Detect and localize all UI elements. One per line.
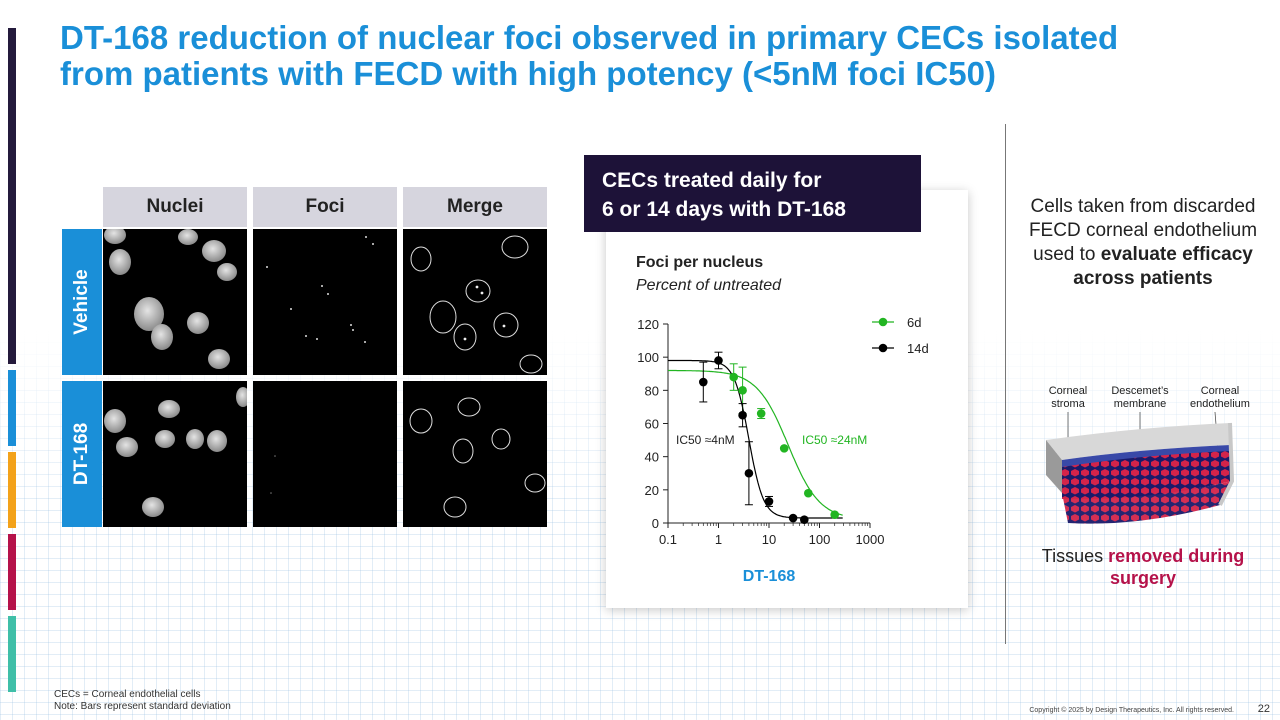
label-corneal-endothelium: Corneal endothelium <box>1184 385 1256 411</box>
fit-curve-14d <box>668 359 843 519</box>
side-bar-orange <box>8 452 16 528</box>
image-vehicle-foci <box>253 229 397 375</box>
column-header-nuclei: Nuclei <box>103 187 247 227</box>
data-point-14d <box>788 513 798 523</box>
data-point-14d <box>738 410 747 420</box>
dose-response-chart: 0 20 40 60 80 100 120 0.1 1 10 100 1000 6d 14d IC50 ≈4… <box>637 315 929 547</box>
data-point-14d <box>714 356 723 365</box>
page-number: 22 <box>1257 703 1270 715</box>
side-bar-teal <box>8 616 16 692</box>
data-point-14d <box>799 515 809 524</box>
footnotes: CECs = Corneal endothelial cells Note: B… <box>54 689 231 713</box>
copyright: Copyright © 2025 by Design Therapeutics,… <box>1029 707 1234 714</box>
legend-label-6d: 6d <box>907 315 921 330</box>
title-line-1: DT-168 reduction of nuclear foci observe… <box>60 19 1119 56</box>
right-panel-text: Cells taken from discarded FECD corneal … <box>1018 195 1268 291</box>
label-descemet-line1: Descemet’s <box>1111 385 1169 397</box>
side-bar-navy <box>8 28 16 364</box>
y-tick-label: 0 <box>652 516 659 531</box>
data-point-6d <box>738 386 747 395</box>
side-bar-blue <box>8 370 16 446</box>
image-dt168-foci <box>253 381 397 527</box>
label-descemets-membrane: Descemet’s membrane <box>1104 385 1176 411</box>
right-text-plain: Cells taken from discarded FECD corneal … <box>1028 196 1258 265</box>
chart-subtitle: Percent of untreated <box>636 277 781 294</box>
y-tick-label: 100 <box>637 350 659 365</box>
y-tick-label: 20 <box>645 483 659 498</box>
cornea-tissue-illustration <box>1046 411 1235 524</box>
banner-line-1: CECs treated daily for <box>602 169 822 192</box>
caption-red: removed during surgery <box>1108 546 1245 588</box>
data-point-14d <box>698 377 708 387</box>
vertical-divider <box>1005 124 1006 644</box>
label-stroma-line2: stroma <box>1051 398 1085 410</box>
annotation-ic50-6d: IC50 ≈24nM <box>802 433 867 447</box>
tissue-caption: Tissues removed during surgery <box>1030 545 1256 589</box>
x-tick-label: 0.1 <box>659 532 677 547</box>
data-point-6d <box>779 444 789 453</box>
label-stroma-line1: Corneal <box>1048 385 1088 397</box>
row-header-vehicle: Vehicle <box>62 229 102 375</box>
footnote-1: CECs = Corneal endothelial cells <box>54 689 201 700</box>
legend-marker-6d <box>878 317 888 327</box>
right-text-bold: evaluate efficacy across patients <box>1073 244 1253 289</box>
data-point-6d <box>803 488 813 498</box>
column-header-merge: Merge <box>403 187 547 227</box>
footnote-2: Note: Bars represent standard deviation <box>54 701 231 712</box>
annotation-ic50-14d: IC50 ≈4nM <box>676 433 735 447</box>
side-bar-red <box>8 534 16 610</box>
banner-line-2: 6 or 14 days with DT-168 <box>602 198 846 221</box>
x-axis-label: DT-168 <box>606 568 932 586</box>
x-tick-label: 1 <box>715 532 722 547</box>
data-point-14d <box>744 468 754 478</box>
y-tick-label: 80 <box>645 383 659 398</box>
y-tick-label: 60 <box>645 417 659 432</box>
label-endo-line1: Corneal <box>1200 385 1240 397</box>
data-point-14d <box>764 497 774 506</box>
x-tick-label: 100 <box>809 532 831 547</box>
legend-marker-14d <box>878 343 888 353</box>
row-label-vehicle: Vehicle <box>71 269 92 335</box>
data-point-6d <box>729 372 739 382</box>
row-label-dt168: DT-168 <box>71 422 92 486</box>
title-line-2: from patients with FECD with high potenc… <box>60 55 996 92</box>
slide-title: DT-168 reduction of nuclear foci observe… <box>60 20 1220 92</box>
label-descemet-line2: membrane <box>1113 398 1167 410</box>
label-endo-line2: endothelium <box>1190 398 1250 410</box>
image-dt168-merge <box>403 381 547 527</box>
chart-card: Foci per nucleus Percent of untreated 0 2… <box>606 190 968 608</box>
row-header-dt168: DT-168 <box>62 381 102 527</box>
y-tick-label: 120 <box>637 317 659 332</box>
image-dt168-nuclei <box>103 381 247 527</box>
chart-title: Foci per nucleus <box>636 254 764 271</box>
data-point-6d <box>756 409 766 418</box>
image-vehicle-merge <box>403 229 547 375</box>
image-vehicle-nuclei <box>103 229 247 375</box>
caption-plain: Tissues <box>1041 546 1104 566</box>
treatment-banner: CECs treated daily for 6 or 14 days with… <box>584 155 921 232</box>
label-corneal-stroma: Corneal stroma <box>1040 385 1096 411</box>
x-tick-label: 10 <box>762 532 776 547</box>
data-point-6d <box>830 510 840 520</box>
x-tick-label: 1000 <box>856 532 885 547</box>
column-header-foci: Foci <box>253 187 397 227</box>
fit-curve-6d <box>668 369 843 516</box>
x-axis-label-text: DT-168 <box>742 568 796 585</box>
y-tick-label: 40 <box>645 450 659 465</box>
legend-label-14d: 14d <box>907 341 929 356</box>
